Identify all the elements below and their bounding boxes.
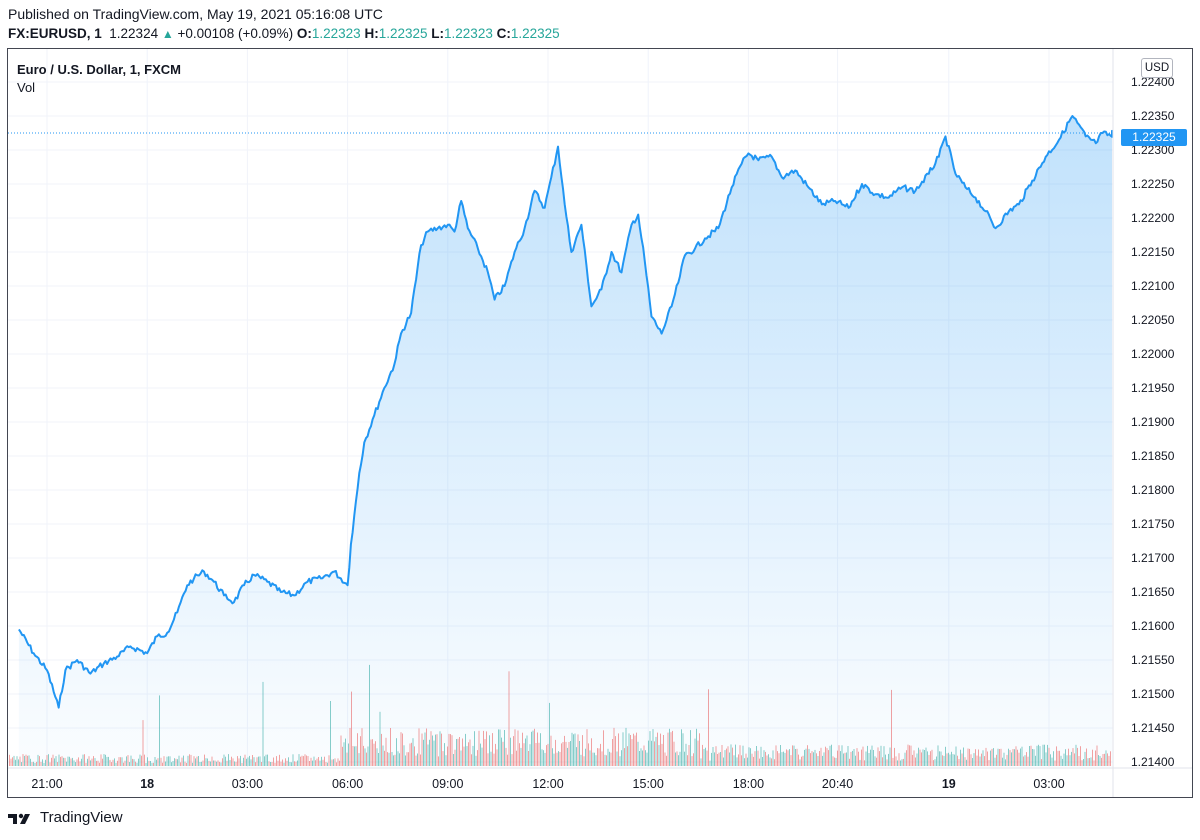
chart-frame: [7, 48, 1193, 798]
y-tick-label: 1.22350: [1131, 109, 1175, 123]
volume-legend[interactable]: Vol: [17, 80, 36, 95]
x-tick-label: 09:00: [432, 777, 463, 791]
high-value: 1.22325: [378, 26, 428, 41]
y-tick-label: 1.21550: [1131, 653, 1175, 667]
price-line: [18, 115, 1113, 709]
volume-bar: [13, 755, 15, 766]
price-area-fill: [18, 116, 1112, 767]
y-tick-label: 1.21850: [1131, 449, 1175, 463]
x-tick-label: 19: [942, 777, 956, 791]
last-price: 1.22324: [109, 26, 159, 41]
x-tick-label: 21:00: [31, 777, 62, 791]
y-tick-label: 1.21650: [1131, 585, 1175, 599]
low-label: L:: [431, 26, 445, 41]
footer-brand-text: TradingView: [40, 809, 123, 826]
y-tick-label: 1.22400: [1131, 75, 1175, 89]
y-tick-label: 1.21400: [1131, 755, 1175, 769]
symbol-label: FX:EURUSD, 1: [8, 26, 102, 41]
y-tick-label: 1.21500: [1131, 687, 1175, 701]
volume-bar: [18, 759, 19, 766]
y-tick-label: 1.21900: [1131, 415, 1175, 429]
ohlc-bar: FX:EURUSD, 1 1.22324 ▲ +0.00108 (+0.09%)…: [8, 26, 560, 41]
x-tick-label: 20:40: [822, 777, 853, 791]
y-tick-label: 1.21950: [1131, 381, 1175, 395]
x-tick-label: 06:00: [332, 777, 363, 791]
open-value: 1.22323: [311, 26, 361, 41]
chart-legend-title[interactable]: Euro / U.S. Dollar, 1, FXCM: [17, 62, 181, 77]
y-tick-label: 1.21450: [1131, 721, 1175, 735]
time-axis[interactable]: 21:00 18 03:00 06:00 09:00 12:00 15:00 18:00 20:…: [31, 777, 1064, 791]
y-tick-label: 1.22200: [1131, 211, 1175, 225]
x-tick-label: 15:00: [633, 777, 664, 791]
currency-badge[interactable]: USD: [1141, 58, 1173, 78]
y-tick-label: 1.22250: [1131, 177, 1175, 191]
y-tick-label: 1.22300: [1131, 143, 1175, 157]
y-tick-label: 1.22050: [1131, 313, 1175, 327]
up-triangle-icon: ▲: [161, 27, 174, 41]
published-caption: Published on TradingView.com, May 19, 20…: [8, 6, 383, 22]
y-tick-label: 1.22150: [1131, 245, 1175, 259]
volume-bar: [16, 756, 18, 766]
y-tick-label: 1.21600: [1131, 619, 1175, 633]
close-label: C:: [496, 26, 511, 41]
x-tick-label: 03:00: [1033, 777, 1064, 791]
open-label: O:: [296, 26, 312, 41]
volume-bar: [15, 759, 16, 766]
price-axis[interactable]: 1.21400 1.21450 1.21500 1.21550 1.21600 1.216…: [1131, 75, 1175, 769]
x-tick-label: 18:00: [733, 777, 764, 791]
y-tick-label: 1.21750: [1131, 517, 1175, 531]
x-tick-label: 18: [140, 777, 154, 791]
y-tick-label: 1.21800: [1131, 483, 1175, 497]
close-value: 1.22325: [510, 26, 560, 41]
high-label: H:: [364, 26, 379, 41]
current-price-tag: 1.22325: [1121, 129, 1187, 146]
price-change: +0.00108 (+0.09%): [177, 26, 294, 41]
volume-bar: [12, 757, 13, 766]
y-tick-label: 1.22100: [1131, 279, 1175, 293]
x-tick-label: 12:00: [532, 777, 563, 791]
x-tick-label: 03:00: [232, 777, 263, 791]
y-tick-label: 1.22000: [1131, 347, 1175, 361]
volume-bar: [9, 754, 10, 766]
low-value: 1.22323: [444, 26, 493, 41]
volume-bar: [10, 758, 12, 766]
tradingview-logo-icon: [8, 813, 30, 824]
footer-brand[interactable]: TradingView: [8, 809, 123, 826]
y-tick-label: 1.21700: [1131, 551, 1175, 565]
